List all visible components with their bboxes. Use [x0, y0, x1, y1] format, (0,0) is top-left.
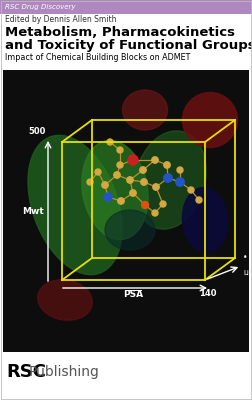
Circle shape — [104, 193, 112, 201]
Circle shape — [87, 179, 93, 185]
Text: Lipophilicity: Lipophilicity — [243, 270, 252, 276]
Ellipse shape — [105, 210, 155, 250]
Circle shape — [177, 167, 183, 173]
Circle shape — [102, 182, 108, 188]
Text: • 5: • 5 — [243, 253, 252, 262]
Text: 140: 140 — [199, 289, 217, 298]
Text: Publishing: Publishing — [29, 365, 100, 379]
Ellipse shape — [182, 188, 228, 252]
Ellipse shape — [122, 90, 168, 130]
Circle shape — [127, 177, 133, 183]
Circle shape — [188, 187, 194, 193]
Text: RSC Drug Discovery: RSC Drug Discovery — [5, 4, 76, 10]
Circle shape — [95, 169, 101, 175]
Circle shape — [196, 197, 202, 203]
Ellipse shape — [82, 140, 148, 240]
Ellipse shape — [28, 135, 122, 275]
Circle shape — [164, 162, 170, 168]
Text: Metabolism, Pharmacokinetics: Metabolism, Pharmacokinetics — [5, 26, 235, 40]
Text: PSA: PSA — [123, 290, 143, 299]
Circle shape — [176, 178, 184, 186]
Circle shape — [117, 162, 123, 168]
Text: RSC: RSC — [6, 363, 46, 381]
Text: Edited by Dennis Allen Smith: Edited by Dennis Allen Smith — [5, 16, 116, 24]
Circle shape — [117, 147, 123, 153]
Circle shape — [141, 179, 147, 185]
Text: and Toxicity of Functional Groups: and Toxicity of Functional Groups — [5, 40, 252, 52]
Circle shape — [128, 155, 138, 165]
Ellipse shape — [182, 92, 237, 148]
Circle shape — [160, 201, 166, 207]
Text: Mwt: Mwt — [22, 206, 44, 216]
Circle shape — [152, 210, 158, 216]
Text: Impact of Chemical Building Blocks on ADMET: Impact of Chemical Building Blocks on AD… — [5, 54, 190, 62]
Circle shape — [153, 184, 159, 190]
Circle shape — [114, 172, 120, 178]
Text: 500: 500 — [29, 127, 46, 136]
Circle shape — [118, 198, 124, 204]
Circle shape — [152, 157, 158, 163]
Circle shape — [140, 167, 146, 173]
Bar — [0, 0, 252, 14]
Ellipse shape — [38, 280, 92, 320]
Circle shape — [142, 202, 148, 208]
Circle shape — [164, 174, 172, 182]
Circle shape — [130, 190, 136, 196]
Circle shape — [107, 139, 113, 145]
Bar — [3, 70, 249, 352]
Ellipse shape — [134, 131, 206, 229]
